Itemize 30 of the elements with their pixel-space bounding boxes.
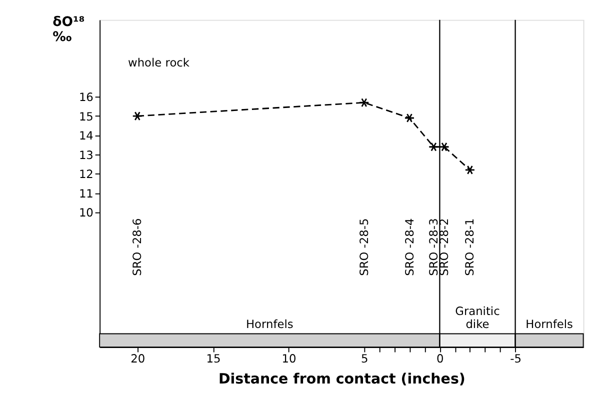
x-tick-label: 0 (436, 352, 444, 366)
y-tick-label: 16 (78, 90, 94, 104)
annotation: SRO -28-6 (130, 218, 144, 276)
y-tick-label: 15 (78, 109, 94, 124)
y-tick-label: 14 (78, 128, 94, 143)
annotation: SRO -28-5 (356, 218, 371, 276)
band-label: Hornfels (246, 317, 294, 332)
annotation: whole rock (128, 55, 190, 70)
x-tick-label: 5 (360, 352, 368, 366)
y-tick-label: 13 (78, 148, 94, 162)
y-tick-label: 11 (78, 186, 94, 200)
point (404, 113, 415, 123)
x-tick-label: -5 (510, 352, 522, 366)
band-label: Granitic dike (455, 304, 500, 332)
x-tick-label: 15 (206, 352, 221, 366)
band-label: Hornfels (526, 317, 574, 332)
point (358, 98, 370, 108)
point (464, 165, 476, 175)
y-tick-label: 10 (78, 206, 94, 220)
x-tick-label: 20 (130, 352, 146, 366)
point (428, 142, 439, 152)
point (132, 111, 143, 121)
annotation: SRO -28-3 (426, 218, 440, 276)
y-axis-title: δO¹⁸ ‰ (52, 14, 85, 46)
annotation: SRO -28-1 (462, 218, 477, 276)
point (439, 142, 450, 152)
annotation: SRO -28-4 (402, 218, 416, 276)
x-tick-label: 10 (282, 352, 296, 366)
x-axis-title: Distance from contact (inches) (218, 372, 466, 388)
y-tick-label: 12 (78, 167, 94, 182)
